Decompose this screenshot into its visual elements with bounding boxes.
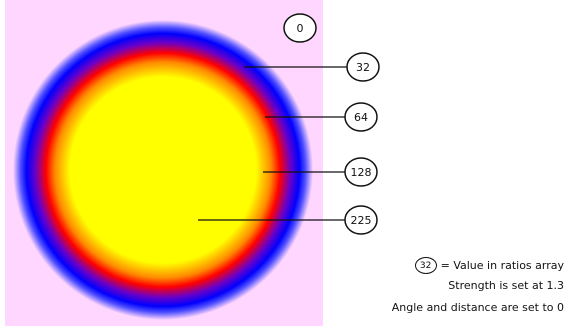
callout-64-label: 64 bbox=[354, 111, 368, 124]
legend-badge: 32 bbox=[414, 257, 437, 274]
callout-64: 64 bbox=[344, 102, 378, 132]
callout-0-label: 0 bbox=[297, 22, 304, 35]
strength-note: Strength is set at 1.3 bbox=[448, 279, 564, 292]
callout-32: 32 bbox=[346, 52, 380, 82]
callout-225-label: 225 bbox=[351, 214, 372, 227]
callout-32-label: 32 bbox=[356, 61, 370, 74]
callout-0: 0 bbox=[283, 13, 317, 43]
legend-text: = Value in ratios array bbox=[440, 259, 564, 272]
callout-225: 225 bbox=[344, 205, 378, 235]
angle-distance-note: Angle and distance are set to 0 bbox=[391, 301, 564, 314]
callout-128-label: 128 bbox=[351, 166, 372, 179]
gradient-glow bbox=[13, 20, 313, 320]
legend-note: 32 = Value in ratios array bbox=[414, 257, 564, 274]
callout-128: 128 bbox=[344, 157, 378, 187]
